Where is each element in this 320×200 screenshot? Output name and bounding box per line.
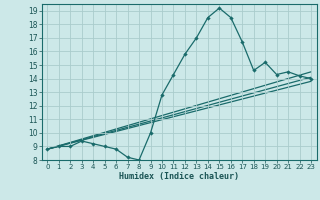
X-axis label: Humidex (Indice chaleur): Humidex (Indice chaleur) <box>119 172 239 181</box>
